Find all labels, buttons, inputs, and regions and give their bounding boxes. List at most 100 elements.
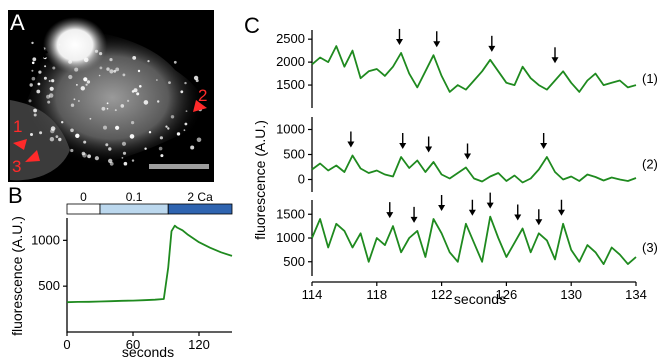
chart-c-xtick-label: 114 (302, 287, 323, 302)
punctum (176, 132, 181, 136)
event-arrow-head (540, 143, 548, 149)
chart-c-ytick-label: 0 (298, 172, 305, 187)
punctum (39, 131, 43, 135)
punctum (28, 99, 32, 103)
asterisk-marker: * (37, 42, 48, 73)
punctum (43, 57, 46, 59)
punctum (109, 58, 113, 62)
punctum (43, 76, 47, 80)
punctum (52, 66, 56, 70)
condition-0 (66, 203, 101, 215)
punctum (193, 75, 199, 81)
event-arrow-head (410, 216, 418, 223)
punctum (47, 100, 51, 104)
punctum (144, 147, 147, 150)
punctum (103, 125, 107, 130)
roi-arrow-3 (25, 150, 40, 162)
roi-arrow-1 (13, 139, 27, 150)
punctum (33, 113, 37, 117)
punctum (123, 161, 128, 166)
chart-c-trace-1 (311, 45, 637, 93)
trace-label-1: (1) (642, 71, 658, 86)
punctum (76, 84, 78, 86)
punctum (49, 86, 54, 91)
punctum (121, 141, 127, 146)
punctum (31, 76, 36, 81)
trace-label-3: (3) (642, 240, 658, 255)
punctum (137, 69, 141, 73)
punctum (168, 81, 171, 84)
panel-c-letter: C (244, 13, 260, 38)
punctum (94, 49, 99, 53)
punctum (121, 157, 124, 159)
punctum (50, 126, 56, 131)
chart-c-ytick-label: 1500 (276, 77, 305, 92)
panel-c: C 1500 2000 2500 (1) 0 500 1000 (2) 500 1000 1500 (… (244, 13, 658, 307)
punctum (55, 135, 59, 139)
punctum (31, 69, 34, 72)
event-arrow-head (347, 141, 355, 148)
punctum (31, 61, 35, 65)
chart-b-xtick-label: 0 (63, 337, 70, 352)
chart-b-ytick-label: 1000 (31, 232, 60, 247)
punctum (184, 122, 188, 126)
event-arrow-head (438, 205, 446, 211)
punctum (165, 125, 168, 128)
chart-b-ytick-label: 500 (38, 278, 60, 293)
punctum (129, 134, 135, 139)
punctum (133, 88, 138, 93)
chart-c-xlabel: seconds (454, 291, 506, 307)
punctum (89, 117, 92, 120)
chart-c-ytick-label: 500 (283, 254, 305, 269)
event-arrow-head (557, 209, 565, 216)
punctum (83, 57, 89, 63)
chart-c-ytick-label: 2500 (276, 31, 305, 46)
chart-c-xtick-label: 126 (496, 287, 518, 302)
condition-2-ca-label: 2 Ca (187, 190, 213, 204)
punctum (74, 67, 79, 72)
punctum (80, 86, 86, 91)
punctum (113, 69, 117, 73)
chart-c-ytick-label: 1000 (276, 122, 305, 137)
chart-b-xlabel: seconds (122, 344, 174, 360)
punctum (70, 128, 74, 133)
punctum (120, 104, 125, 108)
punctum (184, 81, 187, 85)
event-arrow-head (514, 214, 522, 221)
punctum (58, 43, 61, 46)
trace-label-2: (2) (642, 157, 658, 172)
roi-label-1: 1 (13, 117, 22, 136)
punctum (148, 131, 152, 134)
punctum (46, 94, 51, 99)
punctum (157, 100, 160, 103)
event-arrow-head (425, 146, 433, 153)
punctum (156, 79, 158, 81)
panel-b: B 0 0.1 2 Ca 0 60 120 500 1000 fluorescence … (8, 183, 233, 360)
condition-0-1 (99, 203, 169, 215)
punctum (36, 89, 41, 94)
punctum (75, 133, 80, 138)
roi-label-3: 3 (12, 157, 21, 176)
event-arrow-head (468, 209, 476, 216)
punctum (108, 147, 112, 151)
punctum (167, 127, 170, 130)
punctum (185, 110, 188, 112)
event-arrow-head (486, 202, 494, 209)
chart-b-axes (66, 218, 232, 333)
punctum (51, 79, 55, 83)
punctum (106, 102, 109, 105)
punctum (136, 92, 140, 96)
event-arrow-head (551, 57, 559, 64)
chart-c-ytick-label: 500 (283, 147, 305, 162)
punctum (87, 154, 91, 159)
punctum (70, 103, 75, 107)
event-arrow-head (488, 45, 496, 52)
punctum (32, 57, 37, 62)
soma (43, 17, 107, 73)
punctum (122, 73, 126, 77)
punctum (115, 67, 120, 72)
punctum (183, 129, 186, 132)
punctum (173, 60, 177, 64)
punctum (159, 136, 163, 140)
condition-0-label: 0 (80, 190, 87, 204)
